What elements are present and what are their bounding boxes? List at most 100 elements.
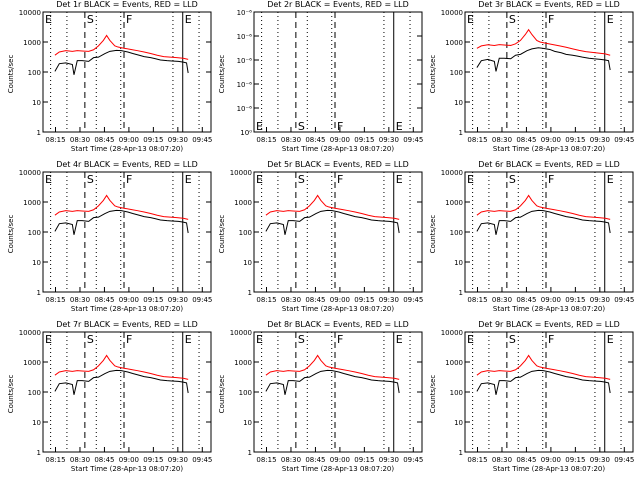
y-tick-label: 100	[450, 389, 463, 397]
marker-label-e: E	[607, 13, 614, 26]
marker-label-f: F	[337, 333, 343, 346]
marker-label-s: S	[298, 333, 305, 346]
series-line-events	[476, 209, 611, 235]
marker-label-s: S	[298, 173, 305, 186]
x-tick-label: 08:45	[305, 456, 325, 464]
x-tick-label: 08:45	[516, 296, 536, 304]
y-tick-label: 1000	[23, 199, 41, 207]
x-tick-label: 08:30	[70, 296, 90, 304]
y-tick-label: 1	[459, 289, 463, 297]
chart-panel-3: Det 3r BLACK = Events, RED = LLD 1 10 100 10…	[429, 0, 634, 153]
x-tick-label: 09:15	[143, 136, 163, 144]
x-tick-label: 08:15	[45, 296, 65, 304]
y-tick-label: 100	[450, 229, 463, 237]
series-line-events	[476, 369, 611, 395]
series-line-events	[54, 49, 189, 75]
x-tick-label: 09:00	[330, 296, 350, 304]
marker-label-e: E	[467, 13, 474, 26]
y-tick-label: 10	[454, 99, 463, 107]
x-tick-label: 09:30	[168, 296, 188, 304]
y-tick-label: 100	[28, 389, 41, 397]
marker-label-e: E	[396, 173, 403, 186]
marker-label-e: E	[256, 120, 263, 133]
x-tick-label: 09:45	[192, 456, 212, 464]
x-axis-label: Start Time (28-Apr-13 08:07:20)	[71, 465, 183, 473]
x-tick-label: 08:30	[70, 456, 90, 464]
y-tick-label: 10	[32, 259, 41, 267]
y-tick-label: 10	[32, 99, 41, 107]
y-tick-label: 10000	[441, 169, 463, 177]
marker-label-e: E	[45, 13, 52, 26]
y-tick-label: 10000	[230, 329, 252, 337]
x-axis-label: Start Time (28-Apr-13 08:07:20)	[71, 305, 183, 313]
chart-panel-8: Det 8r BLACK = Events, RED = LLD 1 10 100 10…	[218, 320, 423, 473]
x-tick-label: 09:30	[379, 456, 399, 464]
y-tick-label: 10⁻⁶	[237, 57, 253, 65]
y-tick-label: 10	[243, 259, 252, 267]
marker-label-e: E	[45, 333, 52, 346]
marker-label-f: F	[548, 13, 554, 26]
series-line-events	[265, 369, 400, 395]
y-axis-label: Counts/sec	[218, 215, 226, 254]
y-tick-label: 1000	[234, 359, 252, 367]
marker-label-s: S	[87, 333, 94, 346]
x-axis-label: Start Time (28-Apr-13 08:07:20)	[493, 145, 605, 153]
marker-label-e: E	[256, 333, 263, 346]
x-tick-label: 08:15	[467, 456, 487, 464]
y-axis-label: Counts/sec	[218, 55, 226, 94]
x-tick-label: 08:15	[256, 456, 276, 464]
y-tick-label: 1000	[23, 359, 41, 367]
x-tick-label: 08:30	[492, 136, 512, 144]
x-tick-label: 09:30	[168, 136, 188, 144]
x-tick-label: 08:15	[45, 136, 65, 144]
x-tick-label: 08:15	[467, 296, 487, 304]
chart-panel-2: Det 2r BLACK = Events, RED = LLD 10⁰ 10⁻⁶ 1…	[218, 0, 423, 153]
chart-title: Det 3r BLACK = Events, RED = LLD	[478, 0, 620, 9]
y-tick-label: 100	[28, 69, 41, 77]
y-tick-label: 10⁰	[240, 129, 252, 137]
x-tick-label: 08:45	[516, 456, 536, 464]
x-tick-label: 09:30	[590, 296, 610, 304]
marker-label-f: F	[126, 333, 132, 346]
marker-label-s: S	[509, 333, 516, 346]
x-tick-label: 08:45	[305, 296, 325, 304]
x-tick-label: 09:45	[403, 296, 423, 304]
y-axis-label: Counts/sec	[429, 215, 437, 254]
x-tick-label: 08:30	[281, 136, 301, 144]
y-tick-label: 10000	[19, 329, 41, 337]
chart-panel-6: Det 6r BLACK = Events, RED = LLD 1 10 100 10…	[429, 160, 634, 313]
marker-label-e: E	[607, 333, 614, 346]
x-tick-label: 08:30	[492, 456, 512, 464]
x-tick-label: 09:15	[565, 136, 585, 144]
x-tick-label: 08:15	[256, 296, 276, 304]
y-tick-label: 1000	[234, 199, 252, 207]
x-tick-label: 09:00	[119, 296, 139, 304]
x-tick-label: 09:00	[330, 136, 350, 144]
x-tick-label: 09:00	[119, 456, 139, 464]
series-line-lld	[265, 194, 400, 220]
y-tick-label: 10⁻⁶	[237, 81, 253, 89]
chart-panel-9: Det 9r BLACK = Events, RED = LLD 1 10 100 10…	[429, 320, 634, 473]
chart-title: Det 1r BLACK = Events, RED = LLD	[56, 0, 198, 9]
y-tick-label: 1	[37, 129, 41, 137]
y-tick-label: 1000	[445, 199, 463, 207]
y-tick-label: 1	[37, 449, 41, 457]
marker-label-e: E	[185, 13, 192, 26]
series-line-events	[54, 209, 189, 235]
series-line-lld	[265, 354, 400, 380]
x-axis-label: Start Time (28-Apr-13 08:07:20)	[282, 465, 394, 473]
marker-label-e: E	[45, 173, 52, 186]
chart-title: Det 2r BLACK = Events, RED = LLD	[267, 0, 409, 9]
x-tick-label: 08:30	[492, 296, 512, 304]
x-tick-label: 09:15	[354, 456, 374, 464]
y-axis-label: Counts/sec	[218, 375, 226, 414]
y-tick-label: 10000	[230, 169, 252, 177]
x-tick-label: 09:15	[354, 136, 374, 144]
y-tick-label: 10000	[19, 169, 41, 177]
y-tick-label: 1	[37, 289, 41, 297]
series-line-lld	[476, 28, 611, 56]
x-tick-label: 09:00	[541, 456, 561, 464]
marker-label-e: E	[185, 333, 192, 346]
x-axis-label: Start Time (28-Apr-13 08:07:20)	[282, 305, 394, 313]
